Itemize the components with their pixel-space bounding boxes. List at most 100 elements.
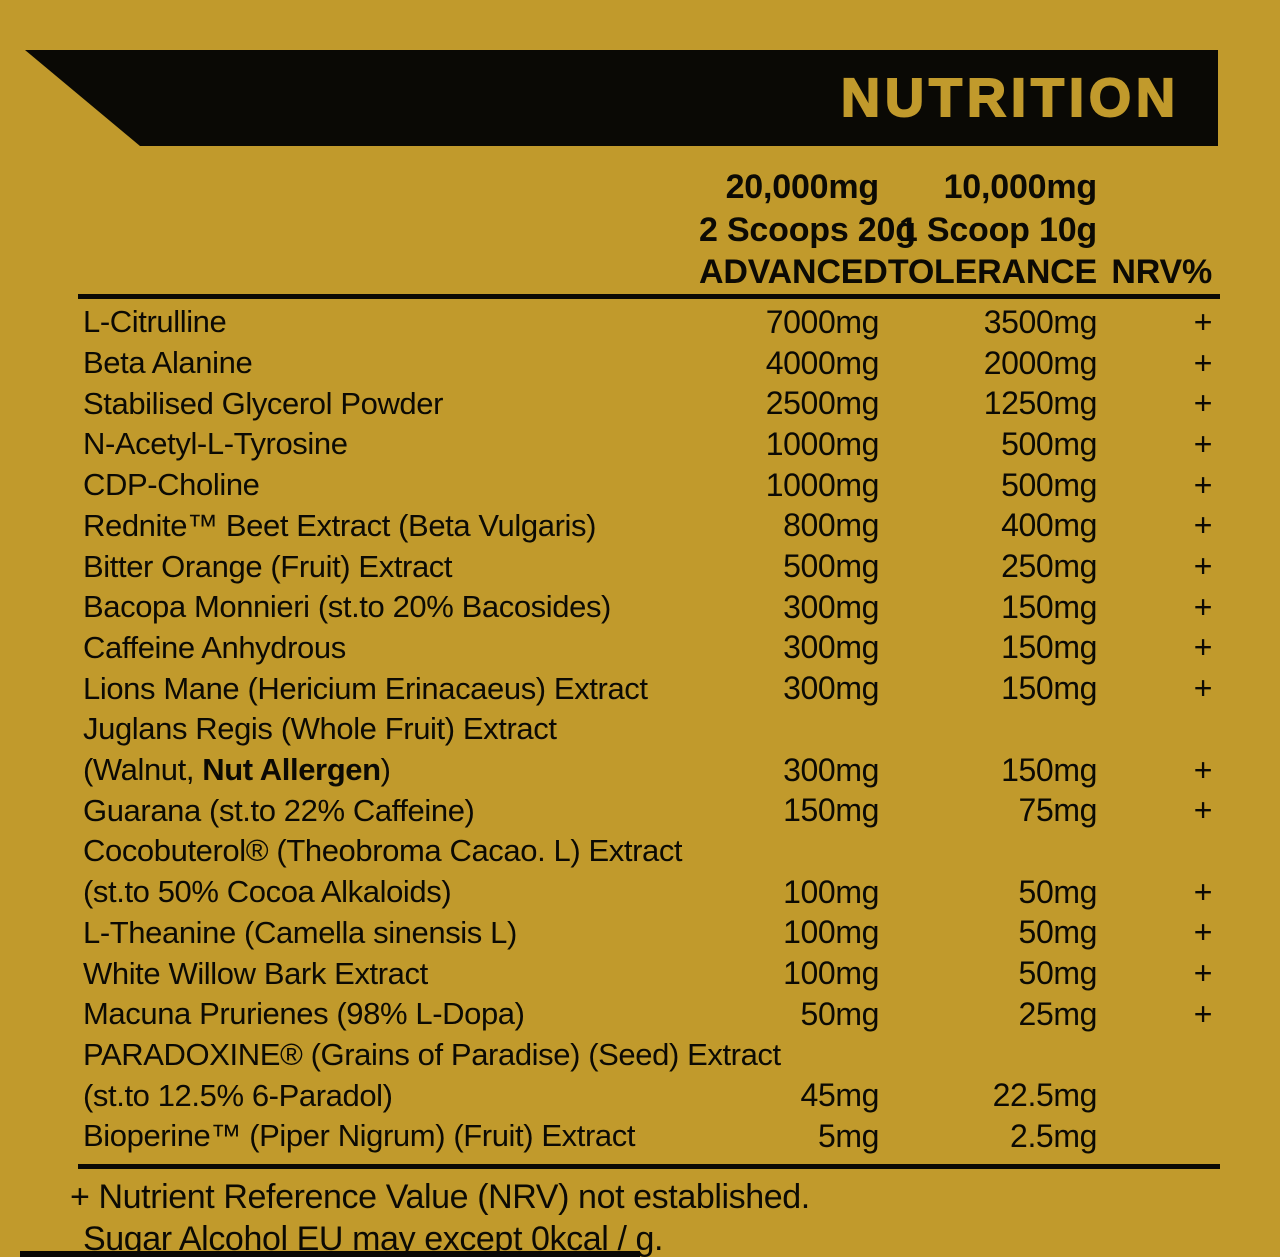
advanced-value: 500mg xyxy=(783,548,879,585)
ingredient-name: Stabilised Glycerol Powder xyxy=(83,385,444,421)
tolerance-value: 150mg xyxy=(1001,629,1097,666)
ingredient-name: PARADOXINE® (Grains of Paradise) (Seed) … xyxy=(83,1037,781,1072)
tolerance-value: 1250mg xyxy=(983,385,1098,422)
ingredient-name: Guarana (st.to 22% Caffeine) xyxy=(83,792,475,828)
top-divider xyxy=(78,294,1220,299)
tolerance-amount-header: 10,000mg xyxy=(943,167,1098,206)
advanced-value: 1000mg xyxy=(765,466,880,503)
advanced-value: 150mg xyxy=(783,792,879,829)
tolerance-value: 150mg xyxy=(1001,588,1097,625)
advanced-value: 1000mg xyxy=(765,425,880,462)
table-row: (st.to 50% Cocoa Alkaloids) 100mg 50mg + xyxy=(83,872,1220,913)
nrv-value: + xyxy=(1193,629,1213,666)
table-row: White Willow Bark Extract 100mg 50mg + xyxy=(83,953,1220,994)
ingredient-name: Bitter Orange (Fruit) Extract xyxy=(83,548,453,584)
nrv-value: + xyxy=(1193,344,1213,381)
nrv-value: + xyxy=(1193,914,1213,951)
bottom-black-bar xyxy=(20,1251,640,1257)
ingredient-name: Rednite™ Beet Extract (Beta Vulgaris) xyxy=(83,507,597,543)
ingredient-name: Bioperine™ (Piper Nigrum) (Fruit) Extrac… xyxy=(83,1118,636,1154)
page-title: NUTRITION xyxy=(840,67,1180,129)
tolerance-value: 500mg xyxy=(1001,425,1097,462)
tolerance-value: 22.5mg xyxy=(992,1077,1098,1114)
footer-notes: + Nutrient Reference Value (NRV) not est… xyxy=(70,1176,810,1257)
nrv-value: + xyxy=(1193,792,1213,829)
tolerance-value: 3500mg xyxy=(983,303,1098,340)
table-row: Guarana (st.to 22% Caffeine) 150mg 75mg + xyxy=(83,790,1220,831)
tolerance-value: 75mg xyxy=(1018,792,1098,829)
advanced-value: 50mg xyxy=(800,995,880,1032)
tolerance-value: 250mg xyxy=(1001,548,1097,585)
nrv-footnote: + Nutrient Reference Value (NRV) not est… xyxy=(70,1177,810,1216)
tolerance-value: 50mg xyxy=(1018,955,1098,992)
tolerance-value: 25mg xyxy=(1018,995,1098,1032)
advanced-scoops-header: 2 Scoops 20g xyxy=(699,210,916,249)
advanced-value: 100mg xyxy=(783,873,879,910)
nrv-value: + xyxy=(1193,466,1213,503)
ingredient-name: Cocobuterol® (Theobroma Cacao. L) Extrac… xyxy=(83,833,683,869)
advanced-value: 300mg xyxy=(783,670,879,707)
ingredient-name: L-Theanine (Camella sinensis L) xyxy=(83,914,517,950)
nrv-value: + xyxy=(1193,548,1213,585)
advanced-value: 300mg xyxy=(783,588,879,625)
ingredient-name: N-Acetyl-L-Tyrosine xyxy=(83,426,348,462)
advanced-value: 7000mg xyxy=(765,303,880,340)
advanced-value: 45mg xyxy=(800,1077,880,1114)
ingredient-name: (Walnut, Nut Allergen) xyxy=(83,752,391,788)
table-row: L-Theanine (Camella sinensis L) 100mg 50mg… xyxy=(83,913,1220,954)
ingredient-name: Juglans Regis (Whole Fruit) Extract xyxy=(83,711,557,747)
nrv-value: + xyxy=(1193,425,1213,462)
tolerance-value: 400mg xyxy=(1001,507,1097,544)
tolerance-value: 2.5mg xyxy=(1010,1117,1097,1154)
header-row-amounts: 20,000mg 10,000mg xyxy=(83,166,1220,209)
table-row: Juglans Regis (Whole Fruit) Extract xyxy=(83,709,1220,750)
nrv-column-label: NRV% xyxy=(1111,253,1212,292)
nrv-value: + xyxy=(1193,303,1213,340)
table-row: Bioperine™ (Piper Nigrum) (Fruit) Extrac… xyxy=(83,1116,1220,1157)
header-row-scoops: 2 Scoops 20g 1 Scoop 10g xyxy=(83,209,1220,252)
ingredient-name: Bacopa Monnieri (st.to 20% Bacosides) xyxy=(83,589,611,625)
nrv-value: + xyxy=(1193,873,1213,910)
ingredient-name: CDP-Choline xyxy=(83,467,260,503)
table-row: PARADOXINE® (Grains of Paradise) (Seed) … xyxy=(83,1035,1220,1076)
header-banner: NUTRITION xyxy=(25,50,1218,146)
table-row: Rednite™ Beet Extract (Beta Vulgaris) 800… xyxy=(83,506,1220,547)
tolerance-value: 150mg xyxy=(1001,751,1097,788)
advanced-value: 100mg xyxy=(783,955,879,992)
table-row: CDP-Choline 1000mg 500mg + xyxy=(83,465,1220,506)
nrv-value: + xyxy=(1193,385,1213,422)
advanced-value: 300mg xyxy=(783,751,879,788)
tolerance-scoops-header: 1 Scoop 10g xyxy=(898,210,1097,249)
ingredient-name: Beta Alanine xyxy=(83,345,253,381)
nrv-value: + xyxy=(1193,751,1213,788)
advanced-column-label: ADVANCED xyxy=(699,253,888,292)
table-row: Lions Mane (Hericium Erinacaeus) Extract… xyxy=(83,668,1220,709)
tolerance-value: 2000mg xyxy=(983,344,1098,381)
table-row: Cocobuterol® (Theobroma Cacao. L) Extrac… xyxy=(83,831,1220,872)
advanced-value: 100mg xyxy=(783,914,879,951)
ingredient-name: Caffeine Anhydrous xyxy=(83,629,346,665)
ingredients-table: L-Citrulline 7000mg 3500mg + Beta Alanine 400… xyxy=(83,302,1220,1157)
table-row: N-Acetyl-L-Tyrosine 1000mg 500mg + xyxy=(83,424,1220,465)
nrv-value: + xyxy=(1193,588,1213,625)
nrv-value: + xyxy=(1193,955,1213,992)
table-row: Stabilised Glycerol Powder 2500mg 1250mg + xyxy=(83,383,1220,424)
nrv-value: + xyxy=(1193,995,1213,1032)
ingredient-name: Macuna Prurienes (98% L-Dopa) xyxy=(83,996,525,1032)
table-row: Macuna Prurienes (98% L-Dopa) 50mg 25mg + xyxy=(83,994,1220,1035)
tolerance-column-label: TOLERANCE xyxy=(887,253,1097,292)
table-row: (Walnut, Nut Allergen) 300mg 150mg + xyxy=(83,750,1220,791)
nrv-value: + xyxy=(1193,670,1213,707)
ingredient-name: White Willow Bark Extract xyxy=(83,955,428,991)
table-row: Bacopa Monnieri (st.to 20% Bacosides) 300… xyxy=(83,587,1220,628)
advanced-value: 4000mg xyxy=(765,344,880,381)
tolerance-value: 150mg xyxy=(1001,670,1097,707)
ingredient-name: (st.to 12.5% 6-Paradol) xyxy=(83,1077,393,1113)
table-row: L-Citrulline 7000mg 3500mg + xyxy=(83,302,1220,343)
nrv-value: + xyxy=(1193,507,1213,544)
sugar-alcohol-footnote: Sugar Alcohol EU may except 0kcal / g. xyxy=(83,1219,664,1257)
advanced-amount-header: 20,000mg xyxy=(725,167,880,206)
ingredient-name: Lions Mane (Hericium Erinacaeus) Extract xyxy=(83,670,648,706)
tolerance-value: 50mg xyxy=(1018,914,1098,951)
